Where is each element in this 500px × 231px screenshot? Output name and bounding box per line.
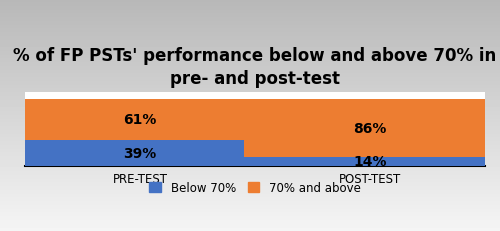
Text: 39%: 39% <box>124 146 156 160</box>
Text: 86%: 86% <box>354 121 386 135</box>
Bar <box>244 99 496 157</box>
Bar <box>14 99 266 140</box>
Text: 14%: 14% <box>353 155 387 169</box>
Legend: Below 70%, 70% and above: Below 70%, 70% and above <box>144 176 366 199</box>
Bar <box>14 140 266 166</box>
Bar <box>244 157 496 166</box>
Text: 61%: 61% <box>124 113 156 127</box>
Title: % of FP PSTs' performance below and above 70% in
pre- and post-test: % of FP PSTs' performance below and abov… <box>14 47 496 88</box>
